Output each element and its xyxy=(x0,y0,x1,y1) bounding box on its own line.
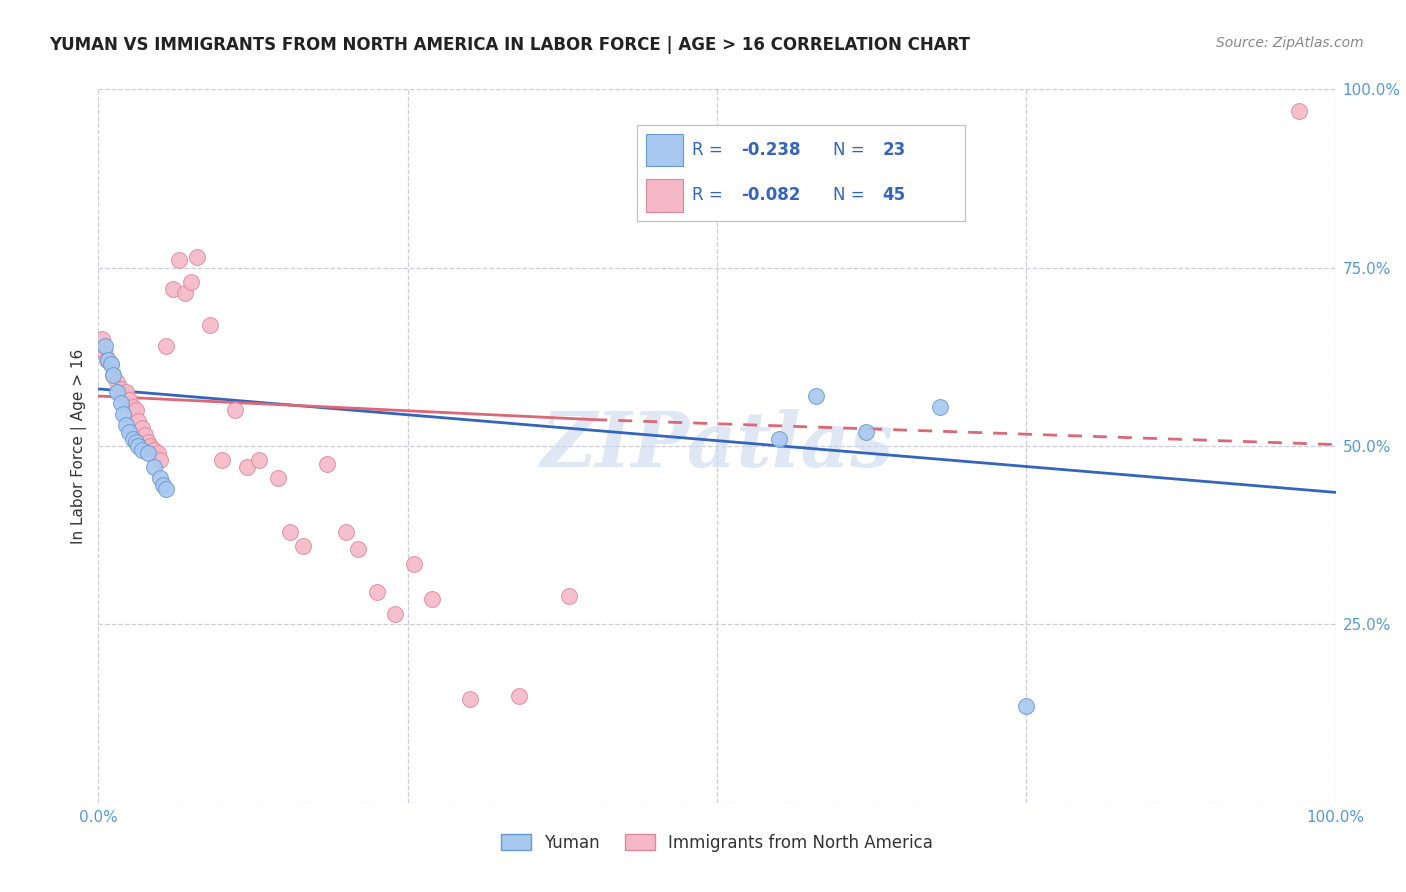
Point xyxy=(347,542,370,557)
Point xyxy=(114,417,136,432)
Point xyxy=(152,478,174,492)
Point xyxy=(458,692,481,706)
Point xyxy=(174,285,197,300)
Point xyxy=(96,353,118,368)
Point xyxy=(180,275,202,289)
Point xyxy=(143,442,166,457)
Point xyxy=(211,453,233,467)
Point xyxy=(110,396,132,410)
Point xyxy=(768,432,790,446)
Point xyxy=(124,403,146,417)
Point xyxy=(1015,699,1038,714)
Point xyxy=(167,253,190,268)
Point xyxy=(110,382,132,396)
Point xyxy=(928,400,950,414)
Point xyxy=(267,471,290,485)
Point xyxy=(384,607,406,621)
Point xyxy=(146,446,169,460)
Point xyxy=(100,357,122,371)
Point xyxy=(162,282,184,296)
Point xyxy=(143,460,166,475)
Point xyxy=(224,403,246,417)
Point xyxy=(100,357,122,371)
Point xyxy=(131,421,153,435)
Point xyxy=(855,425,877,439)
Point xyxy=(112,389,135,403)
Point xyxy=(291,539,314,553)
Point xyxy=(1288,103,1310,118)
Point xyxy=(278,524,301,539)
Legend: Yuman, Immigrants from North America: Yuman, Immigrants from North America xyxy=(495,828,939,859)
Point xyxy=(105,375,128,389)
Point xyxy=(127,414,149,428)
Point xyxy=(247,453,270,467)
Point xyxy=(136,446,159,460)
Y-axis label: In Labor Force | Age > 16: In Labor Force | Age > 16 xyxy=(72,349,87,543)
Point xyxy=(186,250,208,264)
Point xyxy=(118,425,141,439)
Point xyxy=(155,339,177,353)
Point xyxy=(136,435,159,450)
Point xyxy=(134,428,156,442)
Point xyxy=(112,407,135,421)
Point xyxy=(198,318,221,332)
Point xyxy=(105,385,128,400)
Point xyxy=(557,589,579,603)
Point xyxy=(103,368,125,382)
Point xyxy=(422,592,444,607)
Point xyxy=(508,689,530,703)
Text: YUMAN VS IMMIGRANTS FROM NORTH AMERICA IN LABOR FORCE | AGE > 16 CORRELATION CHA: YUMAN VS IMMIGRANTS FROM NORTH AMERICA I… xyxy=(49,36,970,54)
Point xyxy=(103,368,125,382)
Point xyxy=(93,339,115,353)
Point xyxy=(366,585,388,599)
Text: Source: ZipAtlas.com: Source: ZipAtlas.com xyxy=(1216,36,1364,50)
Point xyxy=(97,353,120,368)
Point xyxy=(127,439,149,453)
Point xyxy=(124,435,146,450)
Point xyxy=(122,400,145,414)
Point xyxy=(236,460,259,475)
Point xyxy=(91,332,114,346)
Point xyxy=(139,439,162,453)
Point xyxy=(131,442,153,457)
Point xyxy=(316,457,339,471)
Point xyxy=(93,346,115,360)
Point xyxy=(155,482,177,496)
Point xyxy=(335,524,357,539)
Point xyxy=(149,453,172,467)
Point xyxy=(804,389,827,403)
Point xyxy=(118,392,141,407)
Point xyxy=(114,385,136,400)
Text: ZIPatlas: ZIPatlas xyxy=(540,409,894,483)
Point xyxy=(402,557,425,571)
Point xyxy=(122,432,145,446)
Point xyxy=(149,471,172,485)
